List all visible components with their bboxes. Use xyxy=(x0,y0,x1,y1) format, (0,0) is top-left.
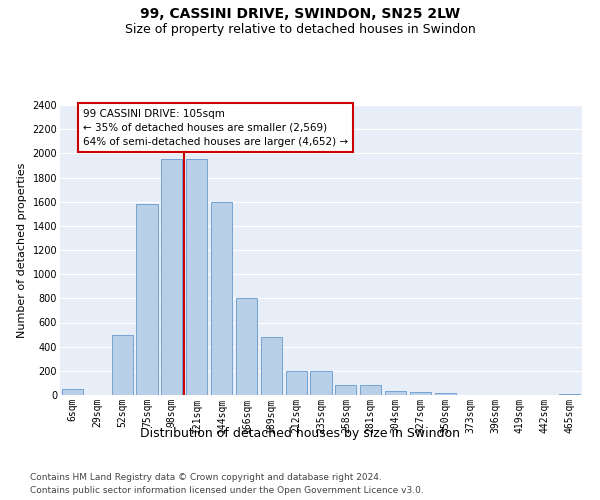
Bar xyxy=(435,392,456,395)
Bar xyxy=(236,298,257,395)
Text: Size of property relative to detached houses in Swindon: Size of property relative to detached ho… xyxy=(125,22,475,36)
Bar xyxy=(261,337,282,395)
Text: Contains HM Land Registry data © Crown copyright and database right 2024.: Contains HM Land Registry data © Crown c… xyxy=(30,472,382,482)
Bar xyxy=(112,334,133,395)
Text: Contains public sector information licensed under the Open Government Licence v3: Contains public sector information licen… xyxy=(30,486,424,495)
Bar xyxy=(286,371,307,395)
Bar xyxy=(559,394,580,395)
Bar xyxy=(161,160,182,395)
Bar xyxy=(360,386,381,395)
Text: 99 CASSINI DRIVE: 105sqm
← 35% of detached houses are smaller (2,569)
64% of sem: 99 CASSINI DRIVE: 105sqm ← 35% of detach… xyxy=(83,108,348,146)
Bar xyxy=(385,392,406,395)
Bar xyxy=(62,389,83,395)
Bar xyxy=(211,202,232,395)
Y-axis label: Number of detached properties: Number of detached properties xyxy=(17,162,27,338)
Bar xyxy=(410,392,431,395)
Bar xyxy=(335,386,356,395)
Text: 99, CASSINI DRIVE, SWINDON, SN25 2LW: 99, CASSINI DRIVE, SWINDON, SN25 2LW xyxy=(140,8,460,22)
Bar xyxy=(136,204,158,395)
Bar xyxy=(186,160,207,395)
Text: Distribution of detached houses by size in Swindon: Distribution of detached houses by size … xyxy=(140,428,460,440)
Bar xyxy=(310,371,332,395)
